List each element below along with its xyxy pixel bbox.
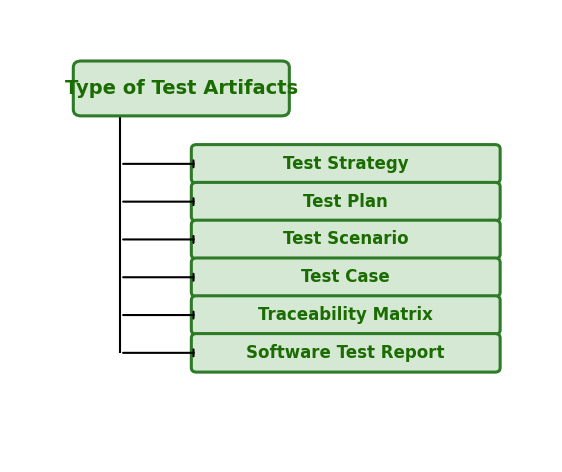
FancyBboxPatch shape — [191, 258, 500, 296]
FancyBboxPatch shape — [191, 220, 500, 259]
Text: Test Scenario: Test Scenario — [283, 230, 409, 248]
Text: Software Test Report: Software Test Report — [247, 344, 445, 362]
FancyBboxPatch shape — [191, 334, 500, 372]
Text: Traceability Matrix: Traceability Matrix — [259, 306, 433, 324]
FancyBboxPatch shape — [191, 296, 500, 334]
Text: Test Case: Test Case — [301, 268, 390, 286]
FancyBboxPatch shape — [191, 144, 500, 183]
FancyBboxPatch shape — [191, 182, 500, 221]
Text: Type of Test Artifacts: Type of Test Artifacts — [65, 79, 298, 98]
FancyBboxPatch shape — [73, 61, 289, 116]
Text: Test Plan: Test Plan — [303, 193, 388, 211]
Text: Test Strategy: Test Strategy — [283, 155, 409, 173]
